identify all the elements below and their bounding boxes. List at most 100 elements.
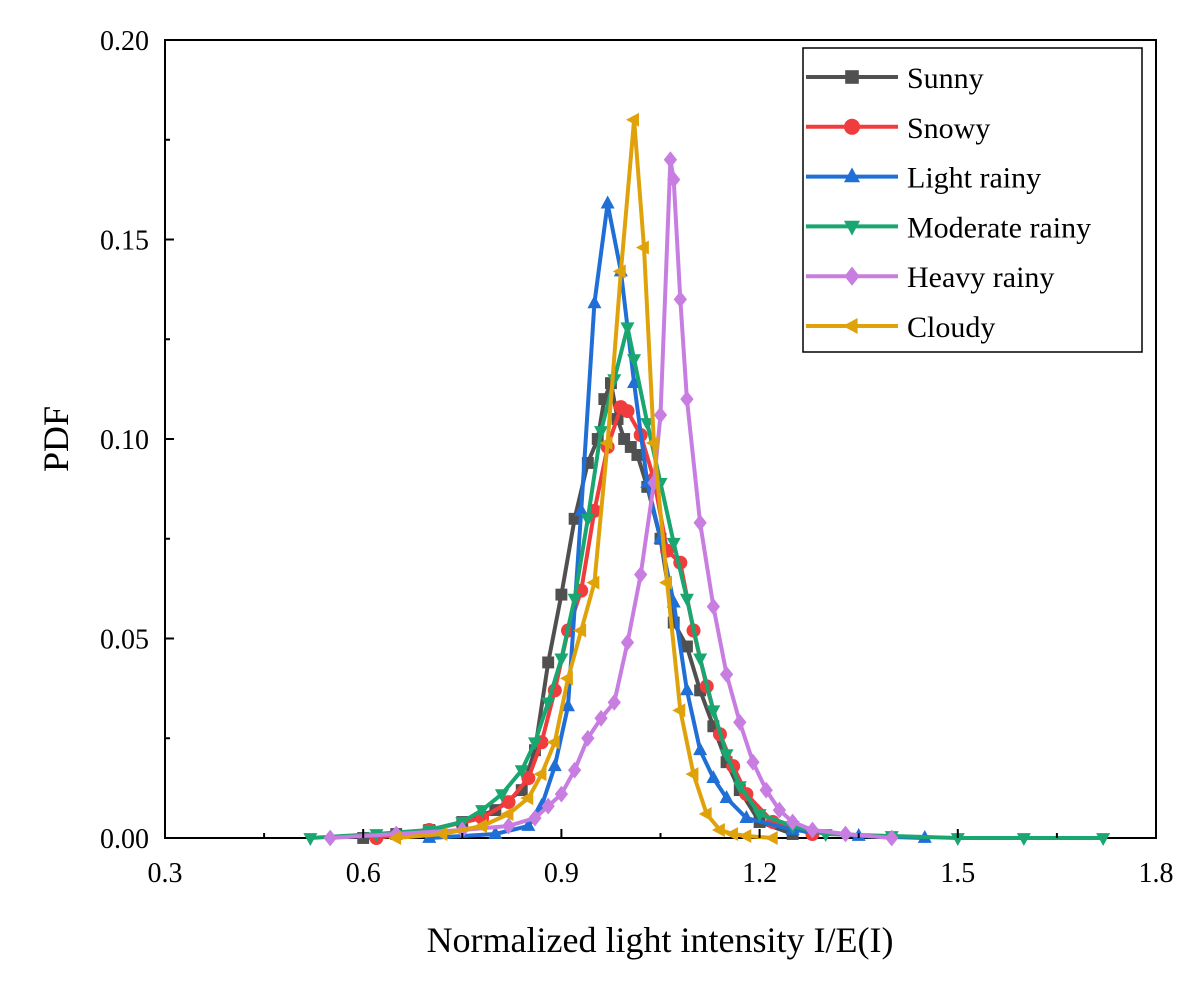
data-point	[838, 825, 853, 843]
legend-marker	[842, 318, 858, 334]
data-point	[711, 823, 725, 838]
data-point	[520, 791, 534, 806]
data-point	[635, 240, 649, 255]
data-point	[738, 829, 752, 844]
data-point	[559, 671, 573, 686]
data-point	[554, 653, 569, 667]
y-axis-title: PDF	[36, 406, 76, 472]
series-heavy-rainy	[323, 151, 899, 847]
tick-layer: 0.3 0.6 0.9 1.2 1.5 1.8 0.00 0.05 0.10 0.15 0.20	[100, 26, 1174, 889]
legend-entry: Cloudy	[806, 311, 995, 344]
data-point	[521, 817, 536, 831]
data-point	[587, 295, 602, 309]
data-point	[698, 807, 712, 822]
data-point	[599, 435, 613, 450]
data-point	[719, 790, 734, 803]
legend-marker	[845, 70, 859, 84]
data-point	[474, 819, 488, 834]
x-tick-label: 1.8	[1139, 858, 1174, 889]
data-point	[303, 833, 318, 847]
legend-label: Snowy	[907, 112, 990, 145]
data-point	[581, 729, 595, 747]
x-tick-label: 1.2	[742, 858, 777, 889]
series-cloudy	[388, 112, 778, 845]
data-point	[707, 720, 720, 733]
data-point	[759, 781, 773, 799]
x-tick-label: 1.5	[940, 858, 975, 889]
data-point	[634, 566, 648, 584]
data-point	[533, 767, 547, 782]
data-point	[500, 807, 514, 822]
data-point	[620, 404, 635, 419]
x-tick-label: 0.3	[148, 858, 183, 889]
legend-marker	[844, 167, 860, 183]
data-point	[624, 441, 637, 453]
data-point	[561, 698, 576, 712]
data-point	[772, 801, 787, 819]
data-point	[488, 825, 503, 839]
data-point	[653, 406, 668, 424]
legend-marker	[844, 118, 860, 135]
data-point	[554, 785, 569, 803]
data-point	[541, 797, 555, 815]
data-point	[607, 693, 621, 711]
data-point	[494, 789, 509, 803]
data-point	[666, 537, 681, 551]
data-point	[1096, 833, 1111, 847]
data-point	[501, 817, 516, 835]
data-point	[600, 195, 615, 209]
data-point	[475, 805, 490, 819]
y-tick-label: 0.15	[100, 226, 149, 257]
legend-entry: Sunny	[806, 62, 984, 95]
data-point	[719, 666, 734, 683]
data-point	[591, 433, 604, 445]
x-tick-label: 0.9	[544, 858, 579, 889]
legend-entry: Light rainy	[806, 162, 1041, 195]
data-point	[594, 709, 608, 727]
data-point	[555, 588, 568, 601]
legend-marker	[844, 220, 860, 236]
data-point	[680, 390, 694, 408]
data-point	[631, 449, 644, 461]
data-point	[693, 514, 707, 532]
x-tick-label: 0.6	[346, 858, 381, 889]
data-point	[950, 833, 965, 847]
data-point	[586, 575, 600, 590]
data-point	[679, 682, 694, 696]
legend-box	[802, 47, 1143, 353]
data-point	[567, 593, 582, 607]
legend-entry: Snowy	[806, 112, 990, 145]
legend-label: Light rainy	[907, 162, 1041, 195]
legend-label: Cloudy	[907, 311, 995, 344]
data-point	[501, 795, 516, 810]
data-point	[667, 616, 680, 629]
data-point	[706, 770, 721, 784]
legend-marker	[844, 266, 860, 286]
data-point	[620, 634, 635, 651]
data-point	[693, 653, 708, 667]
data-point	[542, 656, 555, 669]
data-point	[323, 829, 337, 847]
data-point	[693, 742, 708, 756]
y-tick-label: 0.05	[100, 625, 149, 656]
data-point	[573, 623, 587, 638]
data-point	[626, 112, 639, 127]
data-point	[1016, 833, 1031, 847]
data-point	[568, 512, 581, 525]
data-point	[541, 697, 556, 711]
data-point	[764, 831, 778, 845]
data-point	[581, 456, 594, 469]
data-point	[746, 753, 760, 771]
data-point	[805, 821, 820, 839]
data-point	[514, 765, 529, 779]
data-point	[640, 418, 655, 432]
data-point	[659, 575, 673, 590]
data-point	[527, 737, 542, 751]
data-point	[528, 809, 542, 827]
legend: Sunny Snowy Light rainy Moderate rainy Heavy…	[802, 47, 1143, 353]
data-point	[645, 435, 659, 450]
legend-label: Heavy rainy	[907, 261, 1054, 294]
data-point	[547, 758, 562, 772]
legend-label: Moderate rainy	[907, 211, 1091, 244]
